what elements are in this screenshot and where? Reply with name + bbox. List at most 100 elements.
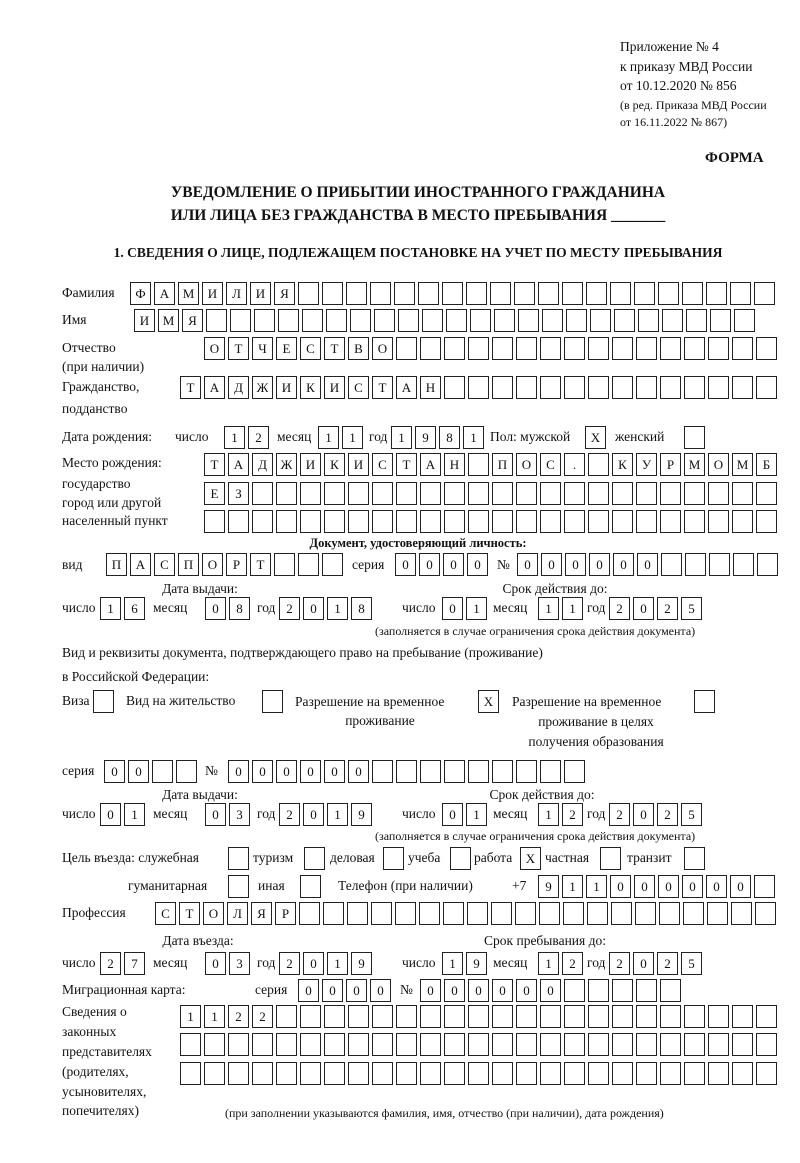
char-cell[interactable] xyxy=(733,553,754,576)
char-cell[interactable] xyxy=(300,482,321,505)
char-cell[interactable] xyxy=(492,482,513,505)
char-cell[interactable] xyxy=(252,510,273,533)
char-cell[interactable] xyxy=(444,1033,465,1056)
char-cell[interactable]: 0 xyxy=(324,760,345,783)
char-cell[interactable] xyxy=(635,902,656,925)
char-cell[interactable] xyxy=(708,1005,729,1028)
char-cell[interactable] xyxy=(468,453,489,476)
char-cell[interactable] xyxy=(754,282,775,305)
char-cell[interactable]: 0 xyxy=(682,875,703,898)
char-cell[interactable] xyxy=(516,1005,537,1028)
char-cell[interactable] xyxy=(732,376,753,399)
char-cell[interactable] xyxy=(396,1062,417,1085)
char-cell[interactable]: 1 xyxy=(442,952,463,975)
char-cell[interactable]: 2 xyxy=(279,597,300,620)
char-cell[interactable] xyxy=(228,1062,249,1085)
char-cell[interactable]: 1 xyxy=(538,597,559,620)
char-cell[interactable] xyxy=(444,482,465,505)
char-cell[interactable] xyxy=(732,482,753,505)
char-cell[interactable]: С xyxy=(154,553,175,576)
char-cell[interactable]: О xyxy=(708,453,729,476)
char-cell[interactable] xyxy=(346,282,367,305)
char-cell[interactable] xyxy=(444,760,465,783)
char-cell[interactable] xyxy=(374,309,395,332)
char-cell[interactable]: 9 xyxy=(351,952,372,975)
char-cell[interactable] xyxy=(300,1062,321,1085)
char-cell[interactable] xyxy=(324,1033,345,1056)
char-cell[interactable] xyxy=(492,1005,513,1028)
char-cell[interactable]: 1 xyxy=(327,803,348,826)
char-cell[interactable] xyxy=(756,337,777,360)
char-cell[interactable]: 1 xyxy=(562,875,583,898)
char-cell[interactable]: 0 xyxy=(633,597,654,620)
char-cell[interactable] xyxy=(304,847,325,870)
char-cell[interactable]: 1 xyxy=(318,426,339,449)
char-cell[interactable]: 2 xyxy=(100,952,121,975)
char-cell[interactable] xyxy=(298,282,319,305)
char-cell[interactable] xyxy=(754,875,775,898)
char-cell[interactable]: 1 xyxy=(124,803,145,826)
char-cell[interactable] xyxy=(274,553,295,576)
char-cell[interactable] xyxy=(228,510,249,533)
char-cell[interactable]: 0 xyxy=(322,979,343,1002)
char-cell[interactable]: 0 xyxy=(303,952,324,975)
char-cell[interactable]: А xyxy=(420,453,441,476)
char-cell[interactable] xyxy=(566,309,587,332)
char-cell[interactable]: 0 xyxy=(252,760,273,783)
char-cell[interactable]: 0 xyxy=(228,760,249,783)
char-cell[interactable] xyxy=(152,760,173,783)
char-cell[interactable] xyxy=(180,1062,201,1085)
char-cell[interactable] xyxy=(756,482,777,505)
char-cell[interactable] xyxy=(468,482,489,505)
char-cell[interactable]: 1 xyxy=(463,426,484,449)
char-cell[interactable]: 9 xyxy=(351,803,372,826)
char-cell[interactable]: 7 xyxy=(124,952,145,975)
char-cell[interactable]: 0 xyxy=(300,760,321,783)
char-cell[interactable]: 0 xyxy=(610,875,631,898)
char-cell[interactable] xyxy=(600,847,621,870)
char-cell[interactable] xyxy=(443,902,464,925)
char-cell[interactable] xyxy=(298,553,319,576)
char-cell[interactable] xyxy=(492,1062,513,1085)
char-cell[interactable] xyxy=(204,1033,225,1056)
char-cell[interactable]: 0 xyxy=(276,760,297,783)
char-cell[interactable] xyxy=(419,902,440,925)
char-cell[interactable] xyxy=(323,902,344,925)
char-cell[interactable] xyxy=(93,690,114,713)
char-cell[interactable] xyxy=(230,309,251,332)
char-cell[interactable] xyxy=(756,1033,777,1056)
char-cell[interactable] xyxy=(706,282,727,305)
char-cell[interactable]: 1 xyxy=(204,1005,225,1028)
char-cell[interactable] xyxy=(398,309,419,332)
char-cell[interactable] xyxy=(254,309,275,332)
char-cell[interactable] xyxy=(494,309,515,332)
char-cell[interactable] xyxy=(540,376,561,399)
char-cell[interactable]: 0 xyxy=(540,979,561,1002)
char-cell[interactable] xyxy=(684,376,705,399)
char-cell[interactable] xyxy=(682,282,703,305)
char-cell[interactable] xyxy=(540,760,561,783)
char-cell[interactable]: П xyxy=(492,453,513,476)
char-cell[interactable] xyxy=(684,1033,705,1056)
char-cell[interactable] xyxy=(383,847,404,870)
char-cell[interactable] xyxy=(420,510,441,533)
char-cell[interactable]: 8 xyxy=(439,426,460,449)
char-cell[interactable] xyxy=(420,482,441,505)
char-cell[interactable] xyxy=(730,282,751,305)
char-cell[interactable] xyxy=(540,1005,561,1028)
char-cell[interactable] xyxy=(372,1005,393,1028)
char-cell[interactable]: 0 xyxy=(633,803,654,826)
char-cell[interactable] xyxy=(610,282,631,305)
char-cell[interactable] xyxy=(396,760,417,783)
char-cell[interactable] xyxy=(444,337,465,360)
char-cell[interactable] xyxy=(659,902,680,925)
char-cell[interactable] xyxy=(278,309,299,332)
char-cell[interactable]: 0 xyxy=(205,803,226,826)
char-cell[interactable]: 8 xyxy=(229,597,250,620)
char-cell[interactable]: 2 xyxy=(252,1005,273,1028)
char-cell[interactable]: . xyxy=(564,453,585,476)
char-cell[interactable]: Р xyxy=(275,902,296,925)
char-cell[interactable] xyxy=(709,553,730,576)
char-cell[interactable]: Е xyxy=(204,482,225,505)
char-cell[interactable] xyxy=(708,1033,729,1056)
